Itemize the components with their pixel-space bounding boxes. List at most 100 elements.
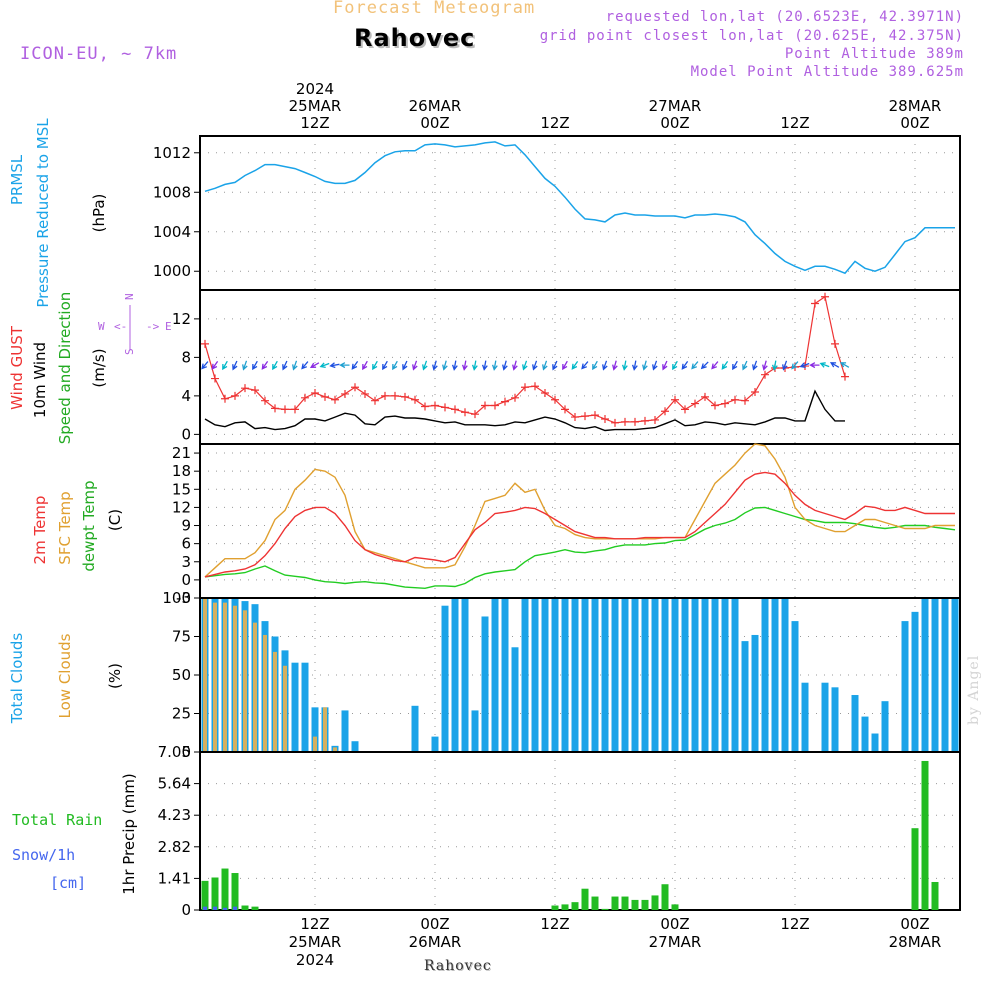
compass-north: N	[123, 293, 136, 300]
bottom-time-label: 28MAR	[889, 933, 942, 951]
snow-bar	[223, 907, 227, 910]
total-cloud-bar	[311, 707, 319, 752]
rain-bar	[631, 899, 639, 910]
top-time-label: 00Z	[660, 114, 689, 132]
gust-marker	[521, 383, 529, 392]
wind-direction-arrow	[309, 362, 320, 368]
wind-direction-arrow	[711, 361, 719, 370]
wind-direction-arrow	[652, 360, 658, 371]
y-tick-label: 4	[181, 387, 191, 405]
gust-marker	[441, 403, 449, 412]
total-cloud-bar	[431, 736, 439, 752]
grid-point-coords: grid point closest lon,lat (20.625E, 42.…	[539, 28, 964, 44]
rain-bar	[231, 873, 239, 910]
compass-west: W	[98, 320, 105, 333]
total-cloud-bar	[351, 741, 359, 752]
gust-marker	[751, 388, 759, 397]
rain-bar	[201, 880, 209, 910]
low-cloud-bar	[203, 598, 207, 752]
total-cloud-bar	[441, 605, 449, 752]
top-time-label: 27MAR	[649, 97, 702, 115]
gust-marker	[821, 292, 829, 301]
total-cloud-bar	[561, 598, 569, 752]
wind-direction-arrow	[242, 360, 248, 371]
total-cloud-bar	[881, 701, 889, 752]
product-title: Forecast Meteogram	[333, 0, 536, 18]
y-tick-label: 0	[181, 425, 191, 443]
gust-marker	[561, 405, 569, 414]
top-time-label: 25MAR	[289, 97, 342, 115]
wind-direction-arrow	[562, 360, 568, 371]
gust-marker	[421, 402, 429, 411]
total-cloud-bar	[731, 598, 739, 752]
gust-marker	[371, 396, 379, 405]
gust-marker	[461, 408, 469, 417]
total-cloud-bar	[661, 598, 669, 752]
total-cloud-bar	[851, 695, 859, 752]
total-cloud-bar	[751, 634, 759, 752]
y-tick-label: 6	[181, 535, 191, 553]
top-time-label: 2024	[296, 80, 334, 98]
y-tick-label: 12	[172, 498, 191, 516]
dewpoint-label: dewpt Temp	[80, 480, 98, 571]
y-tick-label: 0	[181, 901, 191, 919]
gust-marker	[721, 399, 729, 408]
y-tick-label: 7.05	[158, 743, 191, 761]
total-cloud-bar	[911, 611, 919, 752]
pressure-panel: 1000 1004 1008 1012	[153, 135, 961, 291]
gust-marker	[621, 417, 629, 426]
gust-marker	[211, 374, 219, 383]
wind-direction-arrow	[532, 360, 538, 371]
y-tick-label: 12	[172, 310, 191, 328]
bottom-time-label: 26MAR	[409, 933, 462, 951]
total-cloud-bar	[721, 598, 729, 752]
wind-direction-arrow	[301, 361, 309, 370]
y-tick-label: 0	[181, 743, 191, 761]
wind-direction-arrow	[292, 360, 298, 371]
top-time-label: 12Z	[300, 114, 329, 132]
wind-direction-arrow	[412, 360, 418, 371]
snow-bar	[203, 906, 207, 910]
total-cloud-bar	[501, 598, 509, 752]
low-cloud-bar	[283, 665, 287, 752]
wind-direction-arrow	[742, 360, 748, 371]
gust-marker	[251, 386, 259, 395]
y-tick-label: 2.82	[158, 838, 191, 856]
wind-direction-arrow	[542, 360, 548, 371]
rain-bar	[661, 884, 669, 910]
total-cloud-bar	[781, 598, 789, 752]
gust-marker	[571, 413, 579, 422]
gust-marker	[411, 395, 419, 404]
top-time-label: 12Z	[780, 114, 809, 132]
rain-bar	[221, 868, 229, 910]
sfc-temp-label: SFC Temp	[56, 491, 74, 564]
temp-2m-line	[204, 471, 955, 578]
wind-direction-arrow	[621, 360, 628, 371]
wind-gust-label: Wind GUST	[8, 325, 26, 410]
y-tick-label: 75	[172, 628, 191, 646]
gust-marker	[731, 395, 739, 404]
total-cloud-bar	[451, 598, 459, 752]
y-tick-label: 3	[181, 553, 191, 571]
gust-marker	[641, 416, 649, 425]
wind-direction-arrow	[372, 360, 378, 371]
low-cloud-bar	[243, 610, 247, 752]
wind-direction-arrow	[752, 360, 758, 371]
wind-direction-arrow	[351, 361, 359, 370]
low-cloud-bar	[233, 605, 237, 752]
rain-bar	[931, 881, 939, 910]
wind-direction-arrow	[721, 361, 729, 370]
pressure-line	[204, 141, 955, 275]
total-cloud-bar	[701, 598, 709, 752]
rain-label: Total Rain	[12, 811, 102, 829]
wind-direction-arrow	[732, 360, 738, 371]
gust-marker	[531, 382, 539, 391]
gust-marker	[311, 388, 319, 397]
clouds-panel: 0 25 50 75 100	[162, 589, 961, 761]
wind-direction-arrow	[691, 361, 699, 370]
wind-direction-arrow	[442, 360, 448, 371]
gust-marker	[231, 391, 239, 400]
gust-marker	[351, 383, 359, 392]
